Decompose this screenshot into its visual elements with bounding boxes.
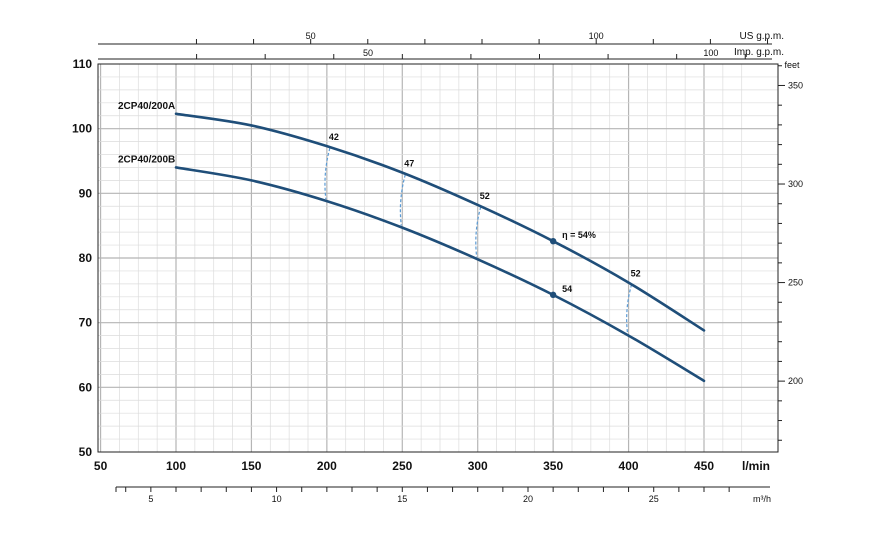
efficiency-point [549,237,557,245]
x-tick-label: 300 [468,459,488,473]
efficiency-label: 52 [631,269,641,279]
y-tick-label: 50 [79,445,93,459]
imp-tick-label: 50 [363,48,373,58]
efficiency-label: 52 [480,191,490,201]
bottom-axes: 50 100 150 200 250 300 350 400 450 l/min 5 10 15 20 25… [94,459,771,504]
right-axis: feet 200 250 300 350 [778,60,803,441]
feet-tick-label: 200 [788,376,803,386]
efficiency-isolines [324,147,633,334]
top-axes: 50 100 50 100 US g.p.m. Imp. g.p.m. [98,31,784,60]
m3h-tick-label: 10 [272,494,282,504]
feet-tick-label: 350 [788,80,803,90]
imp-tick-label: 100 [703,48,718,58]
us-tick-label: 100 [589,31,604,41]
x-axis-label: l/min [742,459,770,473]
x-tick-label: 450 [694,459,714,473]
x-tick-label: 350 [543,459,563,473]
series [174,112,706,383]
grid [98,64,778,452]
imp-unit-label: Imp. g.p.m. [734,47,784,58]
efficiency-label: 42 [329,132,339,142]
y-tick-label: 60 [79,380,93,394]
annotations: 2CP40/200A 2CP40/200B 42 47 52 η = 54% 54 52 [118,101,641,299]
efficiency-isoline [626,284,633,334]
plot-frame [97,63,779,453]
y-tick-label: 70 [79,316,93,330]
x-tick-label: 150 [241,459,261,473]
y-tick-label: 90 [79,186,93,200]
m3h-tick-label: 5 [148,494,153,504]
efficiency-isoline [324,147,331,200]
us-unit-label: US g.p.m. [740,31,784,42]
efficiency-isoline [399,174,406,226]
series-line-b [174,166,706,383]
m3h-tick-label: 20 [523,494,533,504]
series-label: 2CP40/200B [118,154,175,165]
x-tick-label: 100 [166,459,186,473]
efficiency-point [549,291,557,299]
x-tick-label: 250 [392,459,412,473]
m3h-tick-label: 15 [397,494,407,504]
m3h-tick-label: 25 [649,494,659,504]
series-label: 2CP40/200A [118,101,175,112]
feet-tick-label: 300 [788,179,803,189]
efficiency-isoline [475,206,482,258]
us-tick-label: 50 [306,31,316,41]
x-tick-label: 50 [94,459,108,473]
feet-unit-label: feet [784,60,800,70]
efficiency-label: η = 54% [562,230,596,240]
x-tick-label: 200 [317,459,337,473]
series-line-a [174,112,706,332]
x-tick-label: 400 [619,459,639,473]
feet-tick-label: 250 [788,278,803,288]
efficiency-label: 54 [562,284,572,294]
y-tick-label: 80 [79,251,93,265]
efficiency-label: 47 [404,159,414,169]
m3h-unit-label: m³/h [753,494,771,504]
left-axis: 50 60 70 80 90 100 110 [72,57,92,459]
y-tick-label: 100 [72,122,92,136]
y-tick-label: 110 [73,57,93,71]
